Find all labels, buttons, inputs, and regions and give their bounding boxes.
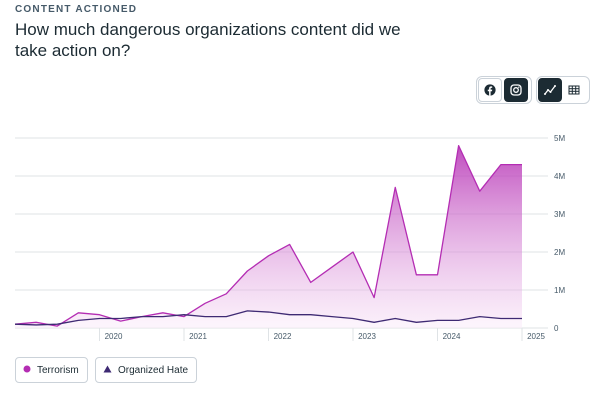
x-tick-label: 2020 <box>105 332 123 341</box>
y-tick-label: 3M <box>554 210 565 219</box>
page-title: How much dangerous organizations content… <box>15 20 401 60</box>
view-toggle-group <box>536 76 590 104</box>
triangle-marker-icon <box>103 365 112 376</box>
y-tick-label: 0 <box>554 324 559 333</box>
organized-hate-line <box>14 310 522 326</box>
terrorism-area <box>15 145 522 328</box>
x-tick-label: 2022 <box>274 332 292 341</box>
legend-label-terrorism: Terrorism <box>37 364 79 376</box>
x-tick-label: 2025 <box>527 332 545 341</box>
instagram-icon <box>510 84 522 96</box>
platform-toggle-group <box>476 76 532 104</box>
table-view-button[interactable] <box>562 78 586 102</box>
y-tick-label: 5M <box>554 134 565 143</box>
facebook-button[interactable] <box>478 78 502 102</box>
x-tick-label: 2024 <box>443 332 461 341</box>
line-chart-view-button[interactable] <box>538 78 562 102</box>
table-icon <box>568 85 580 95</box>
y-tick-label: 2M <box>554 248 565 257</box>
x-tick-label: 2021 <box>189 332 207 341</box>
legend-item-organized-hate[interactable]: Organized Hate <box>95 357 198 383</box>
line-chart-icon <box>544 85 556 95</box>
legend-item-terrorism[interactable]: Terrorism <box>15 357 88 383</box>
section-eyebrow: CONTENT ACTIONED <box>15 4 138 15</box>
organized-hate-area <box>15 310 522 328</box>
x-tick-label: 2023 <box>358 332 376 341</box>
instagram-button[interactable] <box>504 78 528 102</box>
legend-label-organized-hate: Organized Hate <box>118 364 189 376</box>
y-tick-label: 1M <box>554 286 565 295</box>
y-tick-label: 4M <box>554 172 565 181</box>
circle-marker-icon <box>23 365 31 376</box>
facebook-icon <box>484 84 496 96</box>
terrorism-line <box>14 144 522 327</box>
